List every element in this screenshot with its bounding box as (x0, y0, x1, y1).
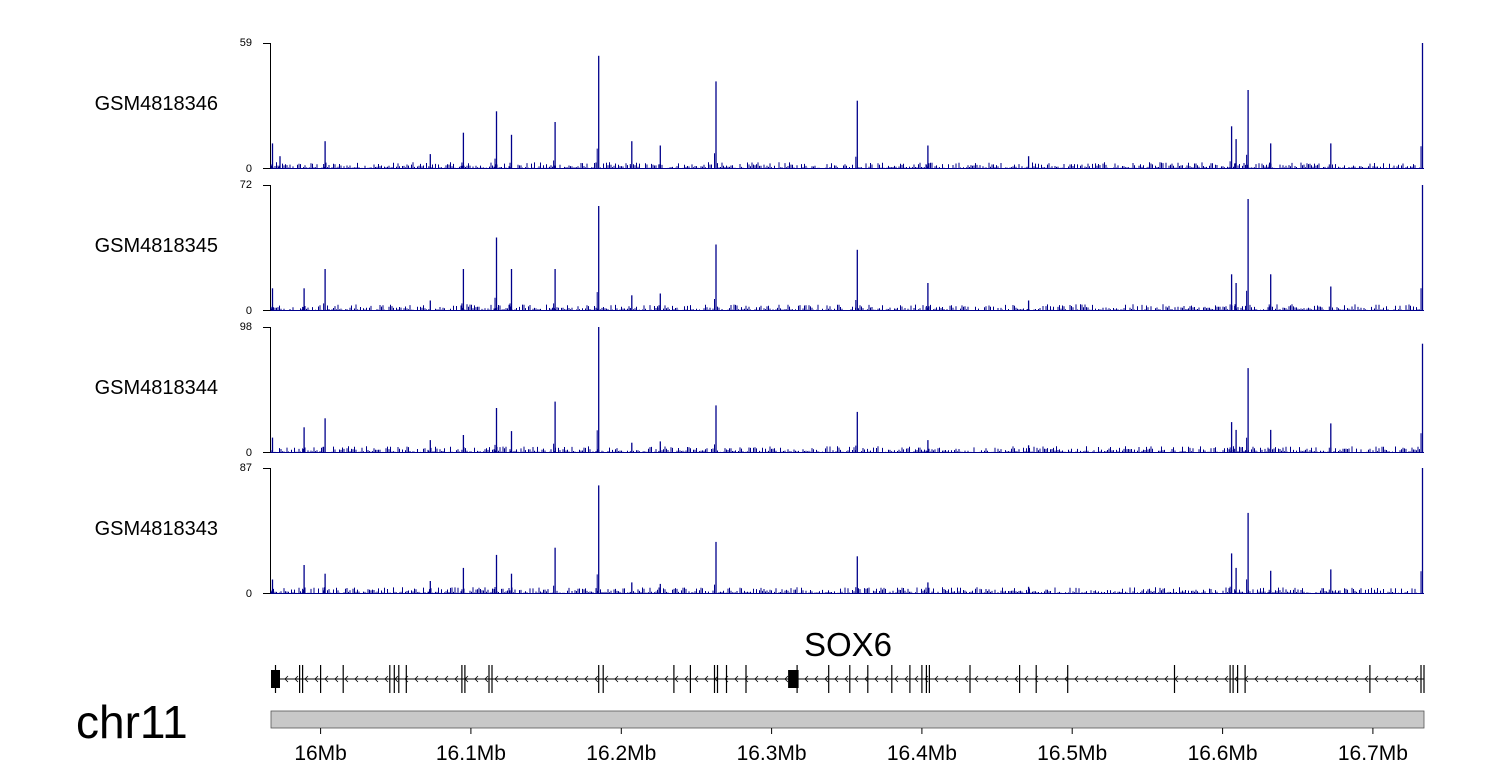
track-GSM4818343: GSM4818343 87 0 (95, 462, 1424, 600)
axis-tick-label: 16.3Mb (737, 742, 807, 765)
track-noise (271, 162, 1423, 169)
gene-annotation-track: SOX6 (271, 626, 1425, 693)
track-name: GSM4818344 (95, 377, 218, 399)
track-y-max-label: 59 (240, 37, 252, 49)
track-y-max-label: 98 (240, 321, 252, 333)
gene-strand-arrows (284, 675, 1419, 683)
axis-tick-label: 16.1Mb (436, 742, 506, 765)
track-name: GSM4818343 (95, 518, 218, 540)
track-name: GSM4818345 (95, 235, 218, 257)
chromosome-label: chr11 (76, 696, 188, 748)
axis-tick-label: 16Mb (294, 742, 347, 765)
gene-coding-exon (271, 670, 280, 688)
track-y-min-label: 0 (246, 588, 252, 600)
axis-tick-label: 16.4Mb (887, 742, 957, 765)
gene-coding-exon (788, 670, 799, 688)
genome-axis: chr11 16Mb 16.1Mb 16.2Mb 16.3Mb 16.4Mb 16.5Mb… (76, 696, 1425, 765)
track-GSM4818345: GSM4818345 72 0 (95, 179, 1424, 317)
track-GSM4818344: GSM4818344 98 0 (95, 321, 1424, 459)
track-GSM4818346: GSM4818346 59 0 (95, 37, 1424, 175)
chromosome-ideogram-bar (270, 710, 1425, 729)
track-y-min-label: 0 (246, 305, 252, 317)
axis-tick-label: 16.7Mb (1338, 742, 1408, 765)
track-y-min-label: 0 (246, 163, 252, 175)
axis-tick-label: 16.6Mb (1188, 742, 1258, 765)
axis-tick-label: 16.2Mb (586, 742, 656, 765)
coverage-tracks: GSM4818346590GSM4818345720GSM4818344980G… (95, 37, 1424, 600)
gene-label: SOX6 (804, 626, 892, 663)
track-noise (271, 304, 1423, 311)
track-noise (271, 446, 1423, 453)
track-y-min-label: 0 (246, 447, 252, 459)
axis-tick-label: 16.5Mb (1037, 742, 1107, 765)
track-noise (271, 587, 1423, 594)
track-name: GSM4818346 (95, 93, 218, 115)
track-y-max-label: 87 (240, 462, 252, 474)
track-y-max-label: 72 (240, 179, 252, 191)
